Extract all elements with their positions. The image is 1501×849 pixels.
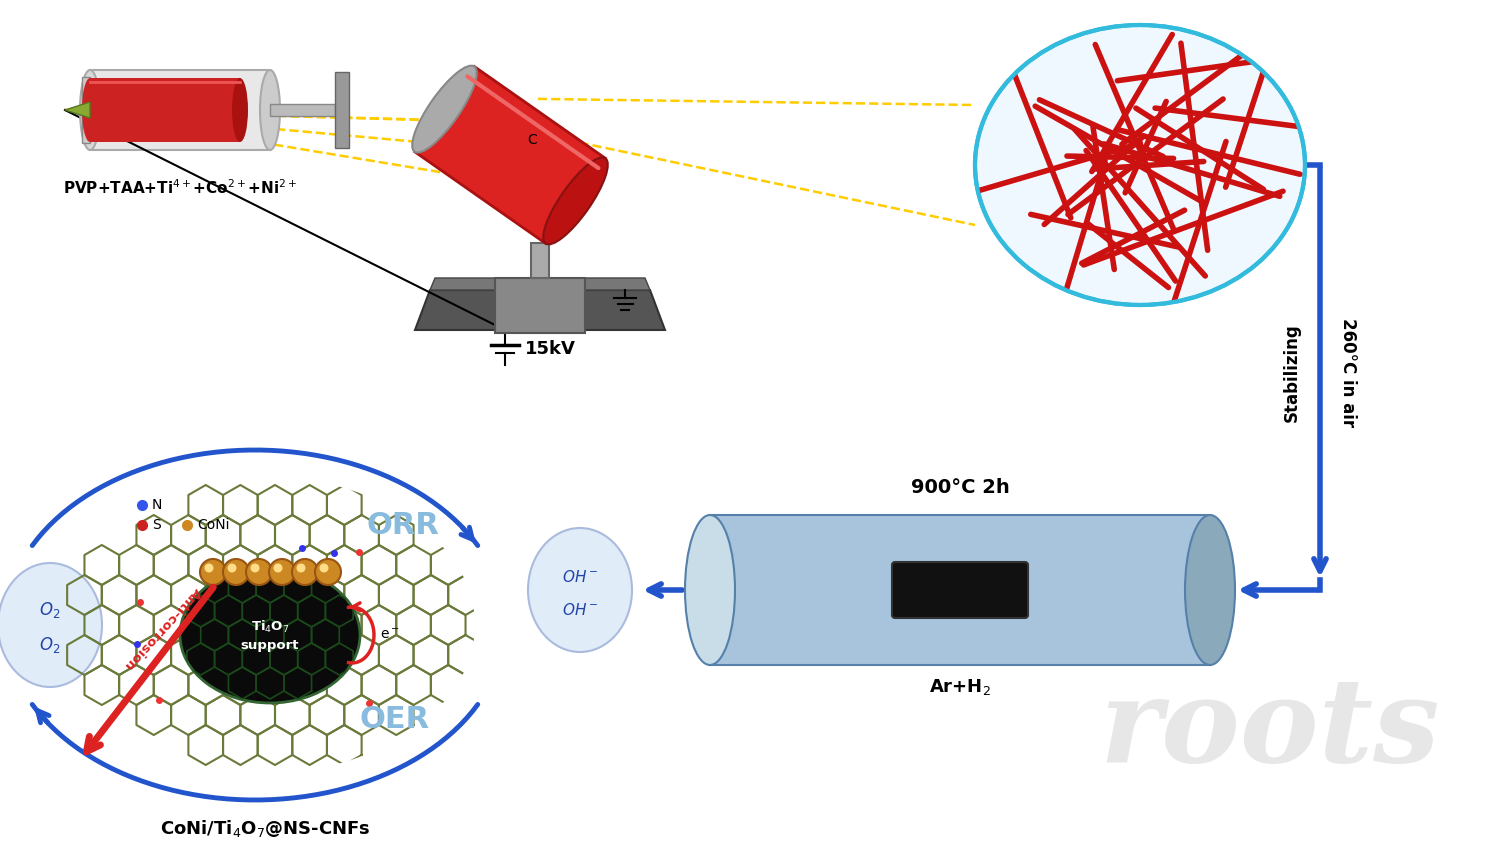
Polygon shape: [414, 290, 665, 330]
Text: Anti-corrosion: Anti-corrosion: [122, 585, 204, 672]
Bar: [270, 104, 335, 116]
Ellipse shape: [30, 470, 480, 780]
Circle shape: [228, 564, 237, 572]
Circle shape: [293, 559, 318, 585]
Circle shape: [297, 564, 306, 572]
Ellipse shape: [528, 528, 632, 652]
FancyBboxPatch shape: [892, 562, 1028, 618]
Text: N: N: [152, 498, 162, 512]
Ellipse shape: [413, 65, 477, 153]
Text: PVP+TAA+Ti$^{4+}$+Co$^{2+}$+Ni$^{2+}$: PVP+TAA+Ti$^{4+}$+Co$^{2+}$+Ni$^{2+}$: [63, 178, 297, 197]
Circle shape: [315, 559, 341, 585]
Circle shape: [273, 564, 282, 572]
Text: roots: roots: [1100, 672, 1441, 788]
Text: OER: OER: [360, 706, 431, 734]
Circle shape: [269, 559, 296, 585]
Polygon shape: [65, 102, 90, 118]
Circle shape: [246, 559, 272, 585]
Circle shape: [224, 559, 249, 585]
Text: CoNi: CoNi: [197, 518, 230, 532]
Text: 260°C in air: 260°C in air: [1339, 318, 1357, 427]
Text: $OH^-$: $OH^-$: [561, 602, 599, 618]
Text: $OH^-$: $OH^-$: [561, 569, 599, 585]
Text: ORR: ORR: [366, 510, 440, 539]
Text: Ar+H$_2$: Ar+H$_2$: [929, 677, 991, 697]
Circle shape: [200, 559, 227, 585]
Bar: [90, 78, 240, 142]
Text: 15kV: 15kV: [525, 340, 576, 358]
Text: CoNi/Ti$_4$O$_7$@NS-CNFs: CoNi/Ti$_4$O$_7$@NS-CNFs: [159, 818, 371, 839]
Bar: [90, 70, 270, 150]
Bar: [414, 66, 605, 244]
Text: S: S: [152, 518, 161, 532]
Ellipse shape: [0, 563, 102, 687]
Ellipse shape: [1184, 515, 1235, 665]
Bar: [83, 77, 90, 143]
Text: C: C: [528, 133, 537, 147]
Bar: [335, 72, 350, 148]
Ellipse shape: [233, 78, 248, 142]
Bar: [495, 278, 585, 333]
Ellipse shape: [260, 70, 281, 150]
Ellipse shape: [83, 78, 98, 142]
Text: $O_2$: $O_2$: [39, 600, 60, 620]
Circle shape: [204, 564, 213, 572]
Polygon shape: [429, 278, 650, 290]
Text: e$^-$: e$^-$: [380, 628, 399, 642]
Bar: [710, 515, 1210, 665]
Text: Stabilizing: Stabilizing: [1283, 323, 1301, 422]
Ellipse shape: [80, 70, 101, 150]
Text: Ti$_4$O$_7$
support: Ti$_4$O$_7$ support: [240, 618, 299, 651]
Ellipse shape: [684, 515, 735, 665]
Ellipse shape: [543, 157, 608, 245]
Circle shape: [320, 564, 329, 572]
Ellipse shape: [976, 25, 1304, 305]
Text: $O_2$: $O_2$: [39, 635, 60, 655]
Circle shape: [251, 564, 260, 572]
Ellipse shape: [180, 567, 360, 703]
Bar: [531, 243, 549, 278]
Text: 900°C 2h: 900°C 2h: [911, 478, 1009, 497]
